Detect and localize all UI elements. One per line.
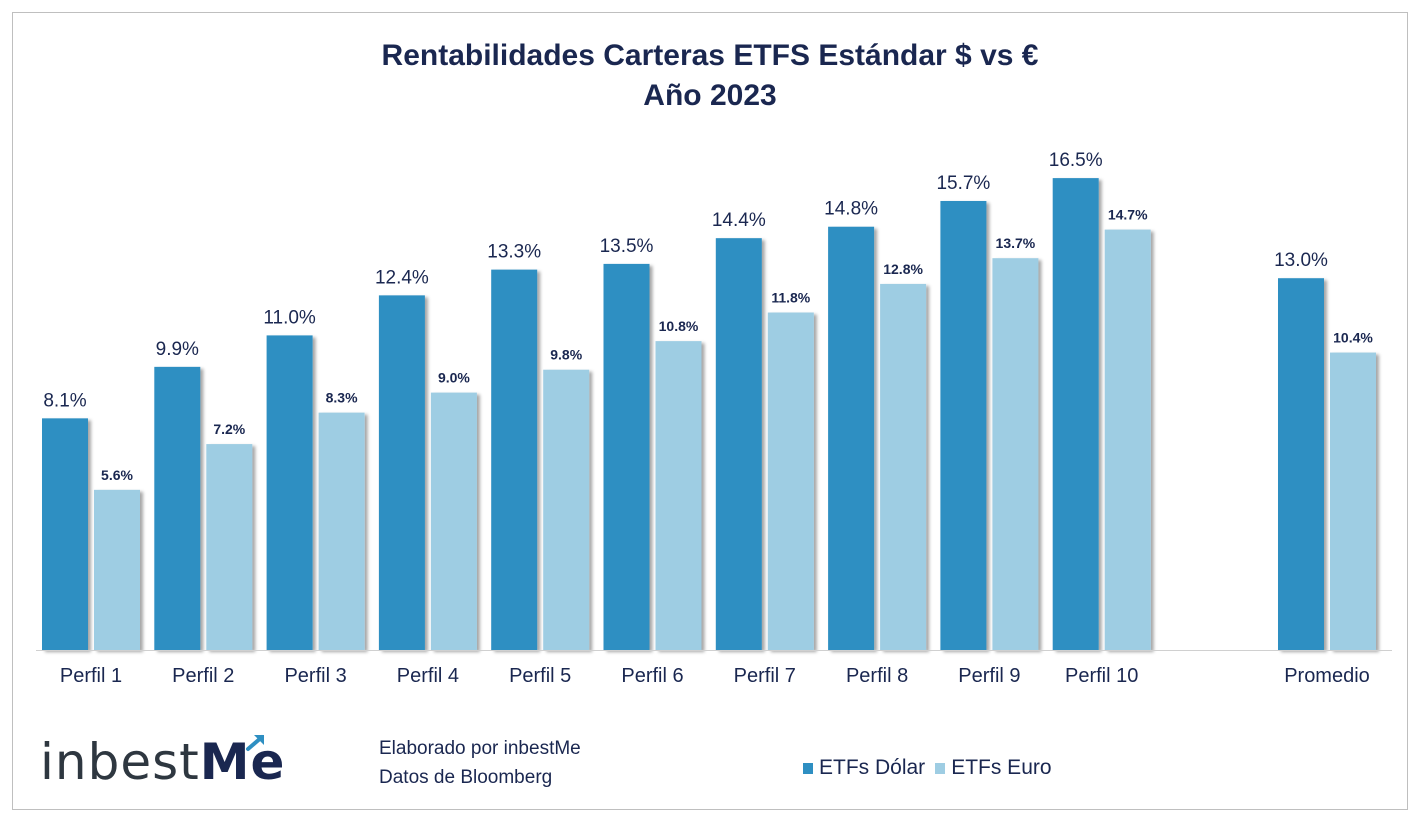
chart-title-line1: Rentabilidades Carteras ETFS Estándar $ … [381,39,1039,72]
data-label-euro: 5.6% [101,467,133,483]
data-label-euro: 8.3% [326,390,358,406]
data-label-dollar: 14.8% [824,199,878,220]
bar-euro [880,283,927,650]
chart-frame [12,12,1408,810]
data-label-dollar: 9.9% [156,339,199,360]
bar-euro [992,258,1039,650]
bar-euro [94,489,140,650]
logo-text-accent: Me [199,733,286,791]
x-tick-label: Perfil 3 [284,665,346,687]
x-tick-label: Perfil 1 [60,665,122,687]
legend: ETFs Dólar ETFs Euro [803,756,1062,780]
bar-dollar [266,335,313,650]
bar-dollar [42,418,88,650]
bar-dollar [1052,178,1099,650]
bar-euro [767,312,814,650]
data-label-euro: 9.0% [438,370,470,386]
bar-dollar [1278,278,1324,650]
bar-euro [543,369,590,650]
data-label-dollar: 8.1% [43,390,86,411]
legend-item-dollar: ETFs Dólar [803,756,925,780]
data-label-euro: 10.4% [1333,330,1373,346]
inbestme-logo: inbestMe [40,733,285,791]
x-tick-label: Perfil 7 [734,665,796,687]
data-label-euro: 7.2% [213,421,245,437]
x-tick-label: Perfil 9 [958,665,1020,687]
data-label-euro: 9.8% [550,347,582,363]
bar-euro [206,444,253,650]
x-tick-label: Perfil 2 [172,665,234,687]
data-label-euro: 13.7% [996,235,1036,251]
data-label-dollar: 12.4% [375,267,429,288]
bar-dollar [603,263,650,650]
data-label-euro: 12.8% [883,261,923,277]
logo-text-main: inbest [40,733,200,791]
legend-label-euro: ETFs Euro [951,756,1052,779]
data-label-euro: 11.8% [771,290,810,306]
data-label-dollar: 13.3% [487,242,541,263]
bar-euro [430,392,477,650]
bar-dollar [378,295,425,650]
x-tick-label: Perfil 5 [509,665,571,687]
bar-euro [1330,352,1376,650]
bar-euro [1104,229,1151,650]
x-tick-label: Promedio [1284,665,1370,687]
legend-label-dollar: ETFs Dólar [819,756,926,779]
legend-item-euro: ETFs Euro [935,756,1052,780]
bar-euro [318,412,365,650]
x-tick-label: Perfil 4 [397,665,459,687]
data-label-dollar: 11.0% [263,307,316,328]
chart-title-line2: Año 2023 [643,79,777,112]
bar-dollar [828,226,875,650]
bar-dollar [491,269,538,650]
arrow-up-right-icon [246,735,264,751]
legend-swatch-euro [935,762,946,774]
data-label-dollar: 13.5% [600,236,654,257]
bar-euro [655,341,702,650]
credits-line1: Elaborado por inbestMe [379,738,581,759]
bar-dollar [940,200,987,651]
data-label-euro: 10.8% [659,318,699,334]
data-label-euro: 14.7% [1108,207,1148,223]
x-tick-label: Perfil 8 [846,665,908,687]
bar-dollar [154,366,201,650]
data-label-dollar: 16.5% [1049,150,1103,171]
x-tick-label: Perfil 6 [621,665,683,687]
data-label-dollar: 15.7% [936,173,990,194]
x-tick-label: Perfil 10 [1065,665,1138,687]
credits: Elaborado por inbestMe Datos de Bloomber… [379,734,581,792]
chart-title: Rentabilidades Carteras ETFS Estándar $ … [0,36,1420,116]
data-label-dollar: 14.4% [712,210,766,231]
bar-dollar [715,238,762,650]
legend-swatch-dollar [803,762,813,774]
credits-line2: Datos de Bloomberg [379,767,553,788]
data-label-dollar: 13.0% [1274,250,1328,271]
